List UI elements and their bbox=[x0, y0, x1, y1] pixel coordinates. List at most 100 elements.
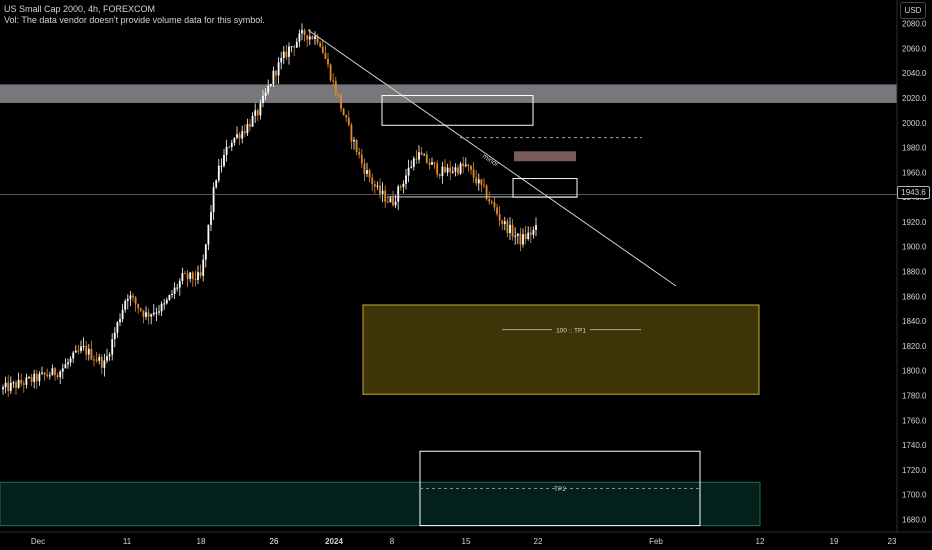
candle-body bbox=[64, 364, 67, 369]
candle-body bbox=[488, 199, 491, 202]
price-tick-label: 2060.0 bbox=[902, 44, 927, 53]
candle-body bbox=[111, 339, 114, 355]
candle-body bbox=[56, 375, 59, 378]
price-tick-label: 1760.0 bbox=[902, 416, 927, 425]
candle-body bbox=[236, 134, 238, 138]
candle-body bbox=[121, 309, 124, 320]
candle-body bbox=[132, 295, 134, 298]
candle-body bbox=[9, 382, 12, 391]
candle-body bbox=[353, 139, 355, 142]
price-tick-label: 1980.0 bbox=[902, 144, 927, 153]
candle-body bbox=[254, 110, 257, 116]
candle-body bbox=[298, 33, 301, 42]
price-tick-label: 1860.0 bbox=[902, 292, 927, 301]
candle-body bbox=[67, 362, 69, 365]
price-tick-label: 1920.0 bbox=[902, 218, 927, 227]
candle-body bbox=[259, 103, 262, 116]
time-tick-label: 11 bbox=[123, 537, 132, 546]
candle-body bbox=[527, 232, 530, 240]
candle-body bbox=[290, 46, 293, 48]
candle-body bbox=[503, 221, 506, 225]
candle-body bbox=[17, 379, 20, 388]
candle-body bbox=[197, 272, 199, 281]
candle-body bbox=[467, 164, 470, 166]
candle-body bbox=[303, 30, 306, 36]
candle-body bbox=[72, 352, 75, 359]
candle-body bbox=[15, 382, 17, 388]
candle-body bbox=[366, 170, 368, 174]
candle-body bbox=[327, 58, 329, 65]
candle-body bbox=[191, 272, 194, 280]
candle-body bbox=[43, 372, 46, 375]
candle-body bbox=[321, 46, 324, 53]
candle-body bbox=[340, 95, 342, 109]
candle-body bbox=[451, 171, 454, 173]
candle-body bbox=[134, 297, 137, 304]
candle-body bbox=[347, 117, 350, 125]
price-tick-label: 2080.0 bbox=[902, 20, 927, 29]
currency-button[interactable]: USD bbox=[900, 2, 926, 19]
price-tick-label: 1740.0 bbox=[902, 441, 927, 450]
candle-body bbox=[30, 377, 33, 382]
price-tick-label: 1840.0 bbox=[902, 317, 927, 326]
candle-body bbox=[90, 348, 93, 360]
candle-body bbox=[77, 350, 80, 352]
candle-body bbox=[506, 221, 509, 234]
candle-body bbox=[293, 46, 296, 48]
candle-body bbox=[288, 46, 290, 57]
candle-body bbox=[498, 214, 501, 221]
candle-body bbox=[371, 177, 374, 184]
candle-body bbox=[524, 234, 527, 240]
candle-body bbox=[220, 165, 223, 167]
candle-body bbox=[308, 36, 311, 40]
candle-body bbox=[165, 299, 168, 304]
time-tick-label: 26 bbox=[270, 537, 279, 546]
candle-body bbox=[145, 312, 147, 317]
candle-body bbox=[106, 356, 108, 361]
candle-body bbox=[316, 36, 319, 43]
candle-body bbox=[389, 198, 392, 203]
candle-body bbox=[199, 272, 202, 276]
candle-body bbox=[399, 186, 402, 188]
candle-body bbox=[100, 357, 103, 368]
candle-body bbox=[204, 244, 207, 260]
candle-body bbox=[93, 359, 95, 361]
candle-body bbox=[516, 233, 519, 236]
candle-body bbox=[51, 368, 54, 376]
candle-body bbox=[480, 179, 483, 185]
price-tick-label: 2020.0 bbox=[902, 94, 927, 103]
price-tick-label: 1820.0 bbox=[902, 342, 927, 351]
candle-body bbox=[345, 115, 348, 118]
price-tick-label: 1700.0 bbox=[902, 491, 927, 500]
candle-body bbox=[275, 70, 277, 76]
candle-body bbox=[98, 357, 101, 361]
time-tick-label: 15 bbox=[462, 537, 471, 546]
candle-body bbox=[454, 167, 457, 172]
price-tick-label: 1720.0 bbox=[902, 466, 927, 475]
last-price-label: 1943.6 bbox=[897, 186, 930, 199]
candle-body bbox=[462, 163, 465, 167]
resistance-box bbox=[381, 95, 534, 126]
candle-body bbox=[355, 139, 358, 152]
candle-body bbox=[25, 377, 28, 385]
candle-body bbox=[202, 259, 205, 276]
price-tick-label: 1900.0 bbox=[902, 243, 927, 252]
candle-body bbox=[392, 198, 394, 206]
candle-body bbox=[126, 299, 129, 301]
candle-body bbox=[285, 51, 288, 57]
candle-body bbox=[139, 308, 142, 311]
candle-body bbox=[163, 303, 166, 305]
candle-body bbox=[519, 233, 522, 245]
candle-body bbox=[155, 312, 158, 314]
candle-body bbox=[423, 154, 426, 156]
candle-body bbox=[363, 163, 366, 174]
candle-body bbox=[82, 345, 85, 347]
candle-body bbox=[381, 190, 384, 194]
price-tick-label: 1680.0 bbox=[902, 515, 927, 524]
candle-body bbox=[334, 80, 337, 95]
candle-body bbox=[69, 358, 72, 363]
candle-body bbox=[38, 373, 41, 382]
candle-body bbox=[147, 312, 150, 317]
candle-body bbox=[428, 162, 431, 165]
